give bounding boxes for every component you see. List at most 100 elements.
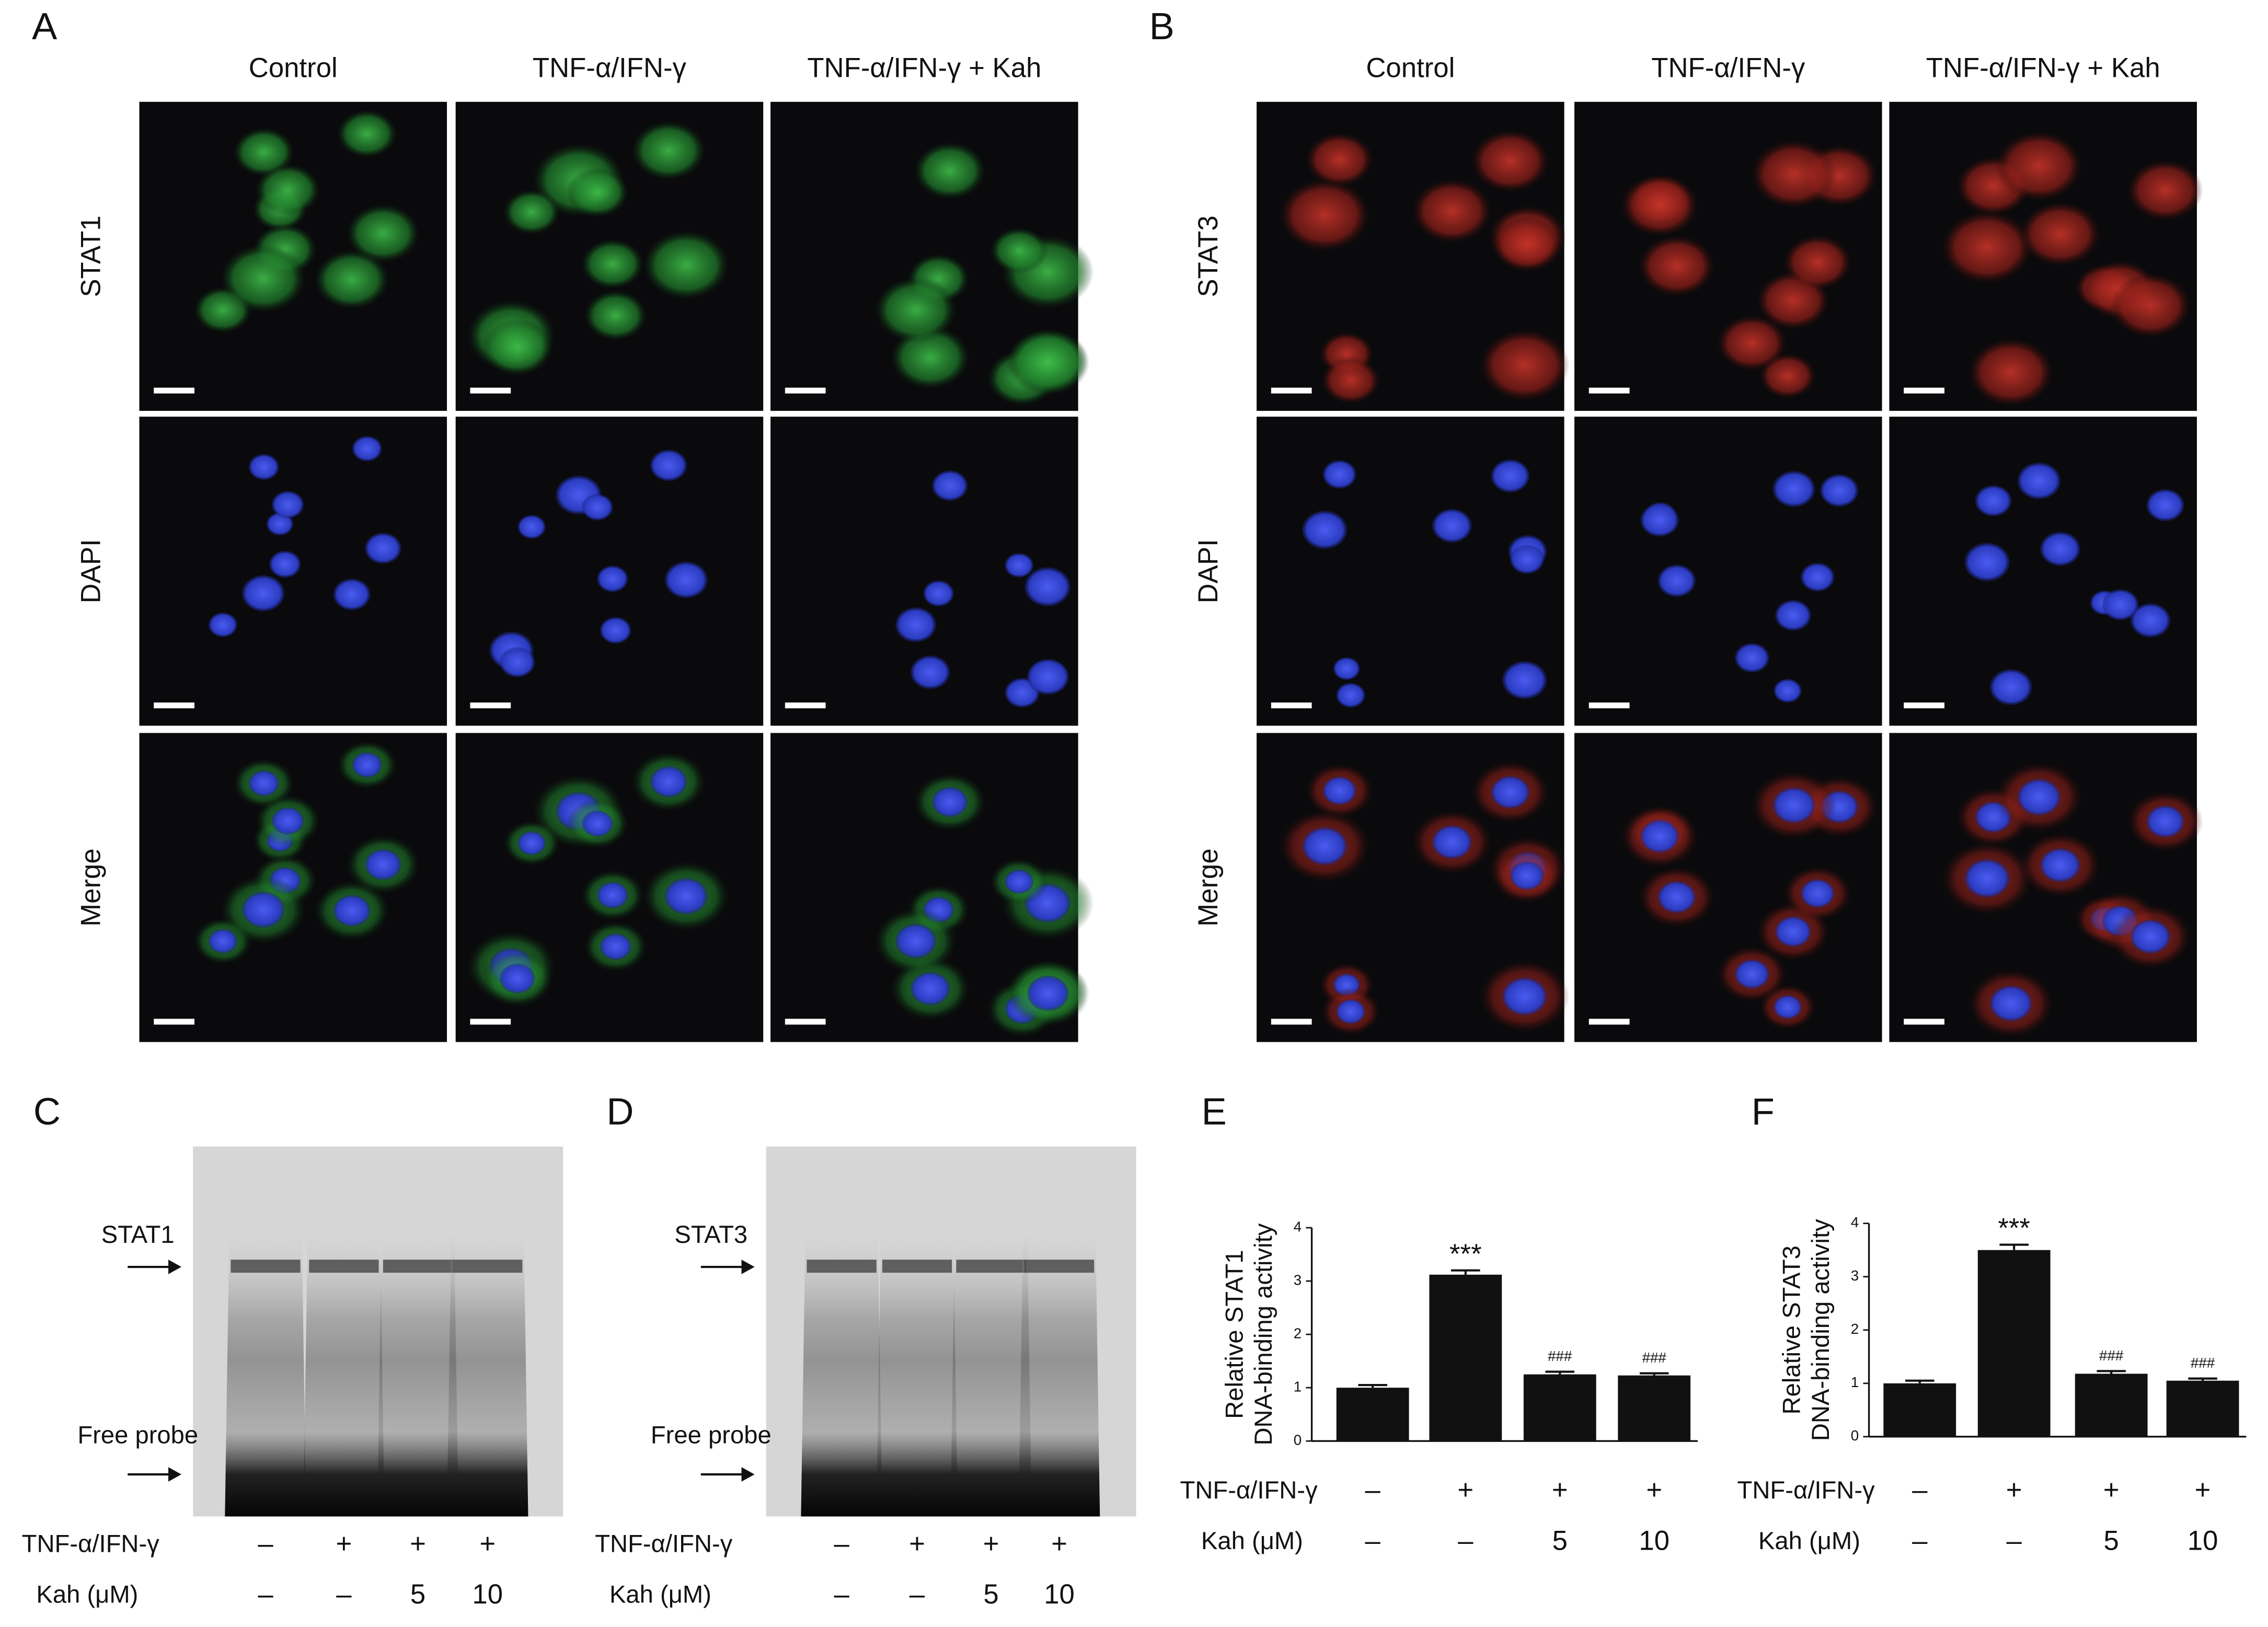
nucleus: [1800, 879, 1835, 908]
gel-lane: [225, 1233, 306, 1517]
condition-value: +: [1051, 1528, 1067, 1559]
significance-mark: ###: [1642, 1349, 1667, 1366]
nucleus: [2040, 532, 2080, 566]
cell: [1321, 357, 1380, 404]
scale-bar: [470, 1019, 511, 1025]
scale-bar: [1271, 1019, 1312, 1025]
condition-label: TNF-α/IFN-γ: [595, 1530, 733, 1557]
nucleus: [1336, 683, 1365, 708]
condition-value: +: [2103, 1474, 2120, 1505]
micrograph: [1574, 417, 1882, 726]
error-bar: [1639, 1372, 1669, 1376]
error-bar: [2188, 1377, 2217, 1381]
gel-band: [956, 1260, 1026, 1273]
scale-bar: [1588, 702, 1630, 709]
condition-value: –: [1458, 1525, 1473, 1556]
cell: [314, 249, 389, 310]
nucleus: [650, 449, 687, 481]
nucleus: [1004, 553, 1034, 578]
nucleus: [596, 566, 628, 593]
arrow-head: [741, 1467, 755, 1482]
scale-bar: [470, 387, 511, 394]
nucleus: [352, 752, 382, 778]
nucleus: [1336, 999, 1365, 1024]
nucleus: [1302, 511, 1348, 549]
bar: [1336, 1388, 1409, 1441]
scale-bar: [1904, 387, 1944, 394]
arrow-head: [168, 1260, 182, 1274]
nucleus: [1432, 825, 1472, 859]
nucleus: [1775, 916, 1812, 948]
significance-mark: ###: [2099, 1347, 2124, 1364]
condition-value: +: [479, 1528, 496, 1559]
nucleus: [664, 561, 708, 598]
cell: [874, 277, 957, 343]
cell: [2110, 273, 2191, 338]
nucleus: [1964, 543, 2010, 582]
bar: [1429, 1274, 1502, 1441]
nucleus: [910, 655, 950, 689]
micrograph: [1257, 733, 1570, 1042]
nucleus: [208, 612, 238, 638]
cell: [1995, 131, 2083, 201]
micrograph: [1889, 733, 2203, 1042]
nucleus: [248, 770, 279, 797]
band-label: STAT3: [674, 1221, 747, 1249]
condition-label: TNF-α/IFN-γ: [22, 1530, 160, 1557]
micrograph-background: [1574, 417, 1882, 726]
cell: [1717, 315, 1787, 371]
gel-lane: [303, 1233, 385, 1517]
nucleus: [1657, 881, 1696, 914]
condition-value: 10: [2188, 1525, 2218, 1556]
nucleus: [1491, 776, 1530, 809]
nucleus: [1774, 678, 1802, 703]
arrow-head: [741, 1260, 755, 1274]
condition-value: 10: [1044, 1579, 1075, 1610]
cell: [233, 128, 295, 177]
condition-value: –: [1912, 1525, 1928, 1556]
nucleus: [1820, 474, 1859, 507]
scale-bar: [1271, 702, 1312, 709]
error-bar: [1905, 1379, 1935, 1383]
micrograph: [139, 101, 447, 411]
y-axis-label: DNA-binding activity: [1807, 1219, 1835, 1441]
nucleus: [248, 454, 279, 480]
column-header: TNF-α/IFN-γ: [533, 53, 687, 84]
arrow-head: [168, 1467, 182, 1482]
condition-value: –: [1365, 1525, 1380, 1556]
nucleus: [895, 924, 937, 959]
cell: [1493, 217, 1561, 272]
nucleus: [650, 766, 687, 798]
micrograph: [1257, 417, 1564, 726]
bar: [1977, 1250, 2051, 1437]
cell: [642, 230, 730, 300]
micrograph: [455, 733, 764, 1042]
micrograph: [770, 101, 1094, 411]
cell: [1968, 338, 2054, 407]
scale-bar: [154, 387, 194, 394]
band-label: Free probe: [651, 1421, 772, 1449]
cell: [346, 204, 420, 263]
nucleus: [1322, 460, 1356, 489]
panel-letter: B: [1149, 6, 1175, 48]
condition-value: –: [258, 1528, 273, 1559]
condition-label: Kah (μM): [36, 1581, 138, 1609]
scale-bar: [785, 702, 826, 709]
bar: [1618, 1375, 1691, 1441]
y-tick-label: 2: [1851, 1321, 1859, 1337]
nucleus: [364, 533, 401, 564]
nucleus: [1640, 503, 1679, 537]
scale-bar: [1904, 702, 1944, 709]
nucleus: [2017, 462, 2061, 500]
cell: [1006, 329, 1090, 396]
nucleus: [1510, 545, 1544, 574]
cell: [1412, 179, 1492, 243]
band-label: Free probe: [77, 1421, 198, 1449]
row-label: Merge: [1193, 848, 1224, 926]
nucleus: [664, 878, 708, 915]
gel-band: [309, 1260, 379, 1273]
nucleus: [1734, 959, 1770, 989]
nucleus: [2146, 489, 2184, 522]
condition-value: +: [1552, 1474, 1568, 1505]
